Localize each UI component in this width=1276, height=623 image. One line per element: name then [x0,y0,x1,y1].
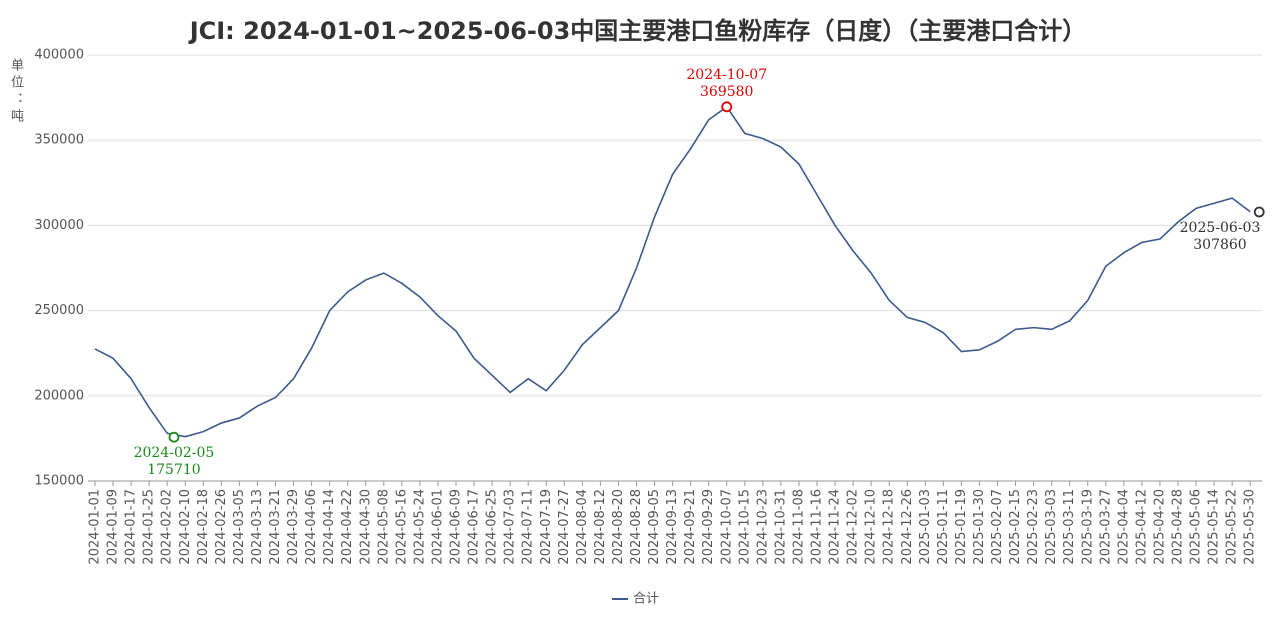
x-tick-label: 2024-02-02 [160,489,175,565]
x-tick-label: 2025-01-03 [918,489,933,565]
x-tick-label: 2024-04-30 [358,489,373,565]
x-tick-label: 2025-04-28 [1171,489,1186,565]
x-tick-label: 2024-07-27 [557,489,572,565]
x-tick-label: 2025-04-04 [1116,489,1131,565]
x-tick-label: 2024-12-02 [846,489,861,565]
annotation-value: 175710 [147,462,200,478]
x-tick-label: 2024-10-15 [737,489,752,565]
x-tick-label: 2024-05-24 [412,489,427,565]
x-tick-label: 2024-08-12 [593,489,608,565]
x-tick-label: 2024-12-10 [864,489,879,565]
x-tick-label: 2024-05-16 [394,489,409,565]
annotation-date: 2024-10-07 [686,67,767,83]
annotation-marker [168,431,180,443]
x-tick-label: 2024-03-13 [250,489,265,565]
x-tick-label: 2025-01-19 [954,489,969,565]
x-tick-label: 2024-05-08 [376,489,391,565]
x-tick-label: 2024-06-25 [485,489,500,565]
x-tick-label: 2024-09-05 [647,489,662,565]
x-tick-label: 2025-05-30 [1243,489,1258,565]
x-tick-label: 2024-08-20 [611,489,626,565]
x-tick-label: 2024-06-09 [449,489,464,565]
annotation-marker [1253,206,1265,218]
x-tick-label: 2024-08-28 [629,489,644,565]
x-tick-label: 2025-03-03 [1044,489,1059,565]
annotation-date: 2024-02-05 [134,445,215,461]
x-tick-label: 2025-03-19 [1080,489,1095,565]
x-tick-label: 2024-06-17 [467,489,482,565]
x-tick-label: 2024-01-17 [124,489,139,565]
y-tick-label: 400000 [34,48,84,63]
y-tick-label: 250000 [34,303,84,318]
y-tick-label: 150000 [34,474,84,489]
x-tick-label: 2024-12-18 [882,489,897,565]
x-tick-label: 2025-01-30 [972,489,987,565]
x-tick-label: 2024-01-09 [106,489,121,565]
x-tick-label: 2025-03-27 [1098,489,1113,565]
x-tick-label: 2024-06-01 [430,489,445,565]
annotation-date: 2025-06-03 [1180,220,1261,236]
annotation-marker [721,101,733,113]
x-tick-label: 2024-10-23 [755,489,770,565]
y-tick-label: 200000 [34,388,84,403]
x-tick-label: 2024-11-16 [810,489,825,565]
x-tick-label: 2024-01-01 [88,489,103,565]
x-tick-label: 2025-05-06 [1189,489,1204,565]
x-tick-label: 2024-07-03 [503,489,518,565]
legend-label: 合计 [633,592,659,607]
x-tick-label: 2024-12-26 [900,489,915,565]
annotation-value: 369580 [700,84,753,100]
line [94,105,1251,438]
x-tick-label: 2025-02-23 [1026,489,1041,565]
chart-title: JCI: 2024-01-01~2025-06-03中国主要港口鱼粉库存（日度）… [188,17,1087,45]
x-tick-label: 2024-07-11 [521,489,536,565]
x-tick-label: 2024-09-21 [683,489,698,565]
x-tick-label: 2024-11-08 [791,489,806,565]
x-tick-label: 2025-02-15 [1008,489,1023,565]
x-tick-label: 2024-04-22 [340,489,355,565]
x-tick-label: 2025-04-20 [1152,489,1167,565]
x-tick-label: 2024-07-19 [539,489,554,565]
x-tick-label: 2024-04-06 [304,489,319,565]
x-tick-label: 2025-05-22 [1225,489,1240,565]
y-tick-label: 300000 [34,218,84,233]
x-tick-label: 2024-02-18 [196,489,211,565]
x-tick-label: 2024-02-26 [214,489,229,565]
x-tick-label: 2024-10-07 [719,489,734,565]
x-tick-label: 2024-04-14 [322,489,337,565]
x-tick-label: 2025-05-14 [1207,489,1222,565]
y-axis-label: 单位：吨 [8,58,23,126]
x-tick-label: 2025-01-11 [936,489,951,565]
x-tick-label: 2024-03-05 [232,489,247,565]
x-tick-label: 2024-09-29 [701,489,716,565]
x-tick-label: 2024-09-13 [665,489,680,565]
y-tick-label: 350000 [34,133,84,148]
x-tick-label: 2024-02-10 [178,489,193,565]
x-tick-label: 2024-10-31 [773,489,788,565]
annotation-value: 307860 [1193,237,1246,253]
x-tick-label: 2024-03-21 [268,489,283,565]
x-tick-label: 2024-03-29 [286,489,301,565]
x-tick-label: 2024-08-04 [575,489,590,565]
x-tick-label: 2024-01-25 [142,489,157,565]
x-tick-label: 2025-03-11 [1062,489,1077,565]
x-tick-label: 2024-11-24 [828,489,843,565]
x-tick-label: 2025-04-12 [1134,489,1149,565]
x-tick-label: 2025-02-07 [990,489,1005,565]
